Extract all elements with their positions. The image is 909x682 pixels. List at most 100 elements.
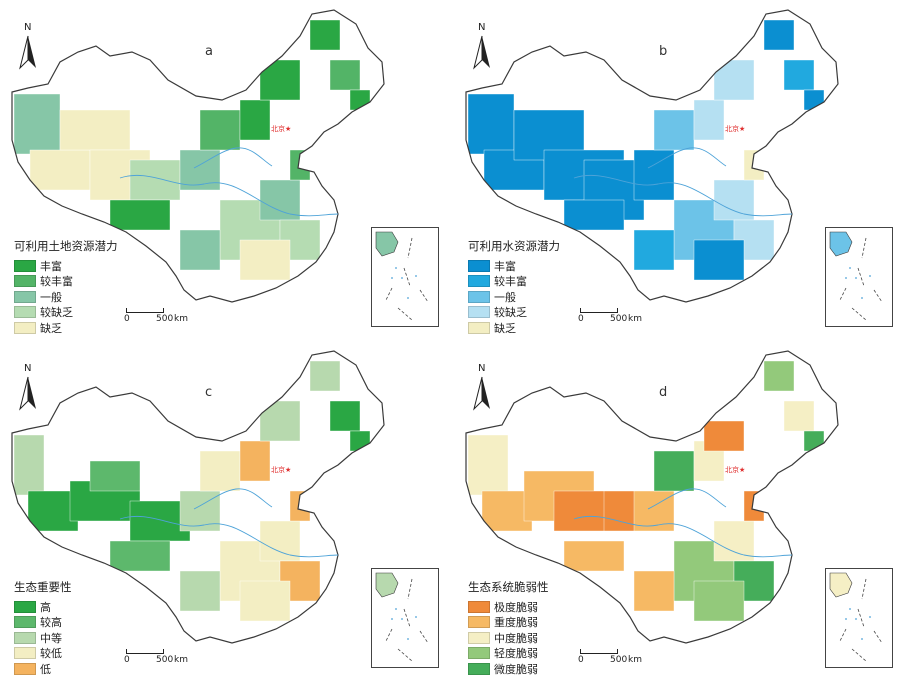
legend-swatch xyxy=(468,631,490,644)
legend-label: 一般 xyxy=(494,290,516,304)
map-region xyxy=(693,580,745,622)
map-region xyxy=(239,239,291,281)
river xyxy=(119,174,339,217)
legend-item: 中度脆弱 xyxy=(468,630,549,646)
legend-item: 较缺乏 xyxy=(468,305,560,321)
map-region xyxy=(109,540,171,572)
panel-letter: d xyxy=(659,385,668,400)
legend-label: 高 xyxy=(40,600,51,614)
map-region xyxy=(129,159,181,201)
map-region xyxy=(633,149,675,201)
legend: 可利用土地资源潜力 丰富 较丰富 一般 较缺乏 缺乏 xyxy=(14,238,118,336)
legend-swatch xyxy=(468,275,490,288)
north-label: N xyxy=(24,22,32,33)
panel-letter: b xyxy=(659,44,668,59)
country-boundary xyxy=(465,350,839,644)
legend-item: 丰富 xyxy=(468,258,560,274)
country-boundary xyxy=(11,9,385,303)
south-china-sea-inset xyxy=(825,568,893,668)
map-region xyxy=(259,179,301,221)
legend-swatch xyxy=(14,600,36,613)
beijing-label: 北京★ xyxy=(725,125,746,133)
map-region xyxy=(703,420,745,452)
legend-item: 较丰富 xyxy=(468,274,560,290)
legend-label: 较缺乏 xyxy=(494,306,527,320)
map-panel-a: N a 北京★ 可利用土地资源潜力 丰富 较丰富 一般 较缺乏 缺乏 0 500… xyxy=(0,0,454,341)
south-china-sea-inset xyxy=(825,227,893,327)
map-region xyxy=(763,360,795,392)
map-region xyxy=(563,199,625,231)
river xyxy=(573,174,793,217)
river xyxy=(193,488,273,510)
legend-label: 较丰富 xyxy=(40,275,73,289)
legend-title: 可利用土地资源潜力 xyxy=(14,239,118,253)
map-region xyxy=(13,93,61,155)
legend-title: 生态重要性 xyxy=(14,580,72,594)
country-boundary xyxy=(465,9,839,303)
map-region xyxy=(653,450,695,492)
legend-swatch xyxy=(14,631,36,644)
map-region xyxy=(633,570,675,612)
map-region xyxy=(653,109,695,151)
legend-label: 一般 xyxy=(40,290,62,304)
map-region xyxy=(259,59,301,101)
map-region xyxy=(109,199,171,231)
legend-item: 一般 xyxy=(468,289,560,305)
legend-swatch xyxy=(14,259,36,272)
map-region xyxy=(633,490,675,532)
legend-swatch xyxy=(468,662,490,675)
map-panel-b: N b 北京★ 可利用水资源潜力 丰富 较丰富 一般 较缺乏 缺乏 0 500 … xyxy=(454,0,908,341)
legend-item: 微度脆弱 xyxy=(468,661,549,677)
legend-label: 中度脆弱 xyxy=(494,631,538,645)
map-region xyxy=(329,59,361,91)
panel-letter: a xyxy=(205,44,213,59)
beijing-label: 北京★ xyxy=(271,125,292,133)
legend-item: 较低 xyxy=(14,646,72,662)
map-region xyxy=(199,109,241,151)
map-region xyxy=(481,490,533,532)
map-region xyxy=(259,520,301,562)
map-region xyxy=(329,400,361,432)
legend-item: 缺乏 xyxy=(468,320,560,336)
legend: 生态系统脆弱性 极度脆弱 重度脆弱 中度脆弱 轻度脆弱 微度脆弱 xyxy=(468,579,549,677)
legend-swatch xyxy=(14,290,36,303)
china-map xyxy=(11,9,385,303)
map-region xyxy=(633,229,675,271)
legend-swatch xyxy=(468,647,490,660)
legend-swatch xyxy=(468,600,490,613)
map-region xyxy=(783,400,815,432)
map-region xyxy=(29,149,91,191)
map-region xyxy=(239,580,291,622)
map-region xyxy=(59,109,131,151)
legend-label: 极度脆弱 xyxy=(494,600,538,614)
river xyxy=(193,147,273,169)
legend-label: 较低 xyxy=(40,647,62,661)
north-arrow-icon: N xyxy=(468,363,498,413)
china-map xyxy=(465,350,839,644)
south-china-sea-inset xyxy=(371,568,439,668)
map-region xyxy=(179,490,221,532)
river xyxy=(647,488,727,510)
legend-label: 中等 xyxy=(40,631,62,645)
legend-item: 一般 xyxy=(14,289,118,305)
map-region xyxy=(763,19,795,51)
legend-swatch xyxy=(468,321,490,334)
map-region xyxy=(259,400,301,442)
legend-swatch xyxy=(14,306,36,319)
map-region xyxy=(309,360,341,392)
country-boundary xyxy=(11,350,385,644)
legend-label: 丰富 xyxy=(494,259,516,273)
legend-label: 轻度脆弱 xyxy=(494,647,538,661)
map-region xyxy=(713,59,755,101)
map-region xyxy=(27,490,79,532)
map-region xyxy=(783,59,815,91)
north-label: N xyxy=(478,363,486,374)
scale-bar: 0 500 km xyxy=(124,649,194,665)
legend-item: 中等 xyxy=(14,630,72,646)
legend-item: 低 xyxy=(14,661,72,677)
map-region xyxy=(693,239,745,281)
scale-bar: 0 500 km xyxy=(578,308,648,324)
china-map xyxy=(465,9,839,303)
legend-item: 重度脆弱 xyxy=(468,615,549,631)
map-region xyxy=(179,570,221,612)
